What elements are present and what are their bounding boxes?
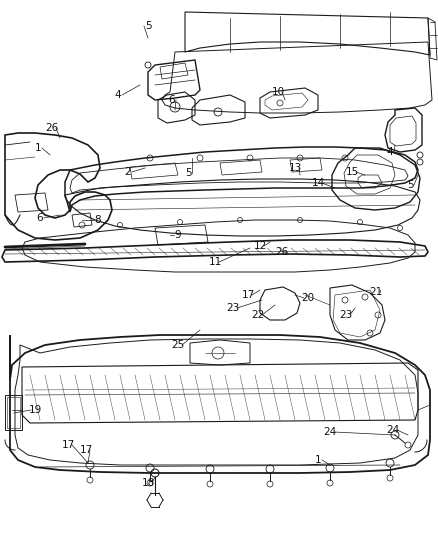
Text: 26: 26: [276, 247, 289, 257]
Text: 24: 24: [323, 427, 337, 437]
Text: 5: 5: [185, 168, 191, 178]
Text: 1: 1: [314, 455, 321, 465]
Text: 17: 17: [79, 445, 92, 455]
Text: 2: 2: [125, 167, 131, 177]
Text: 4: 4: [115, 90, 121, 100]
Text: 9: 9: [175, 230, 181, 240]
Text: 23: 23: [339, 310, 353, 320]
Text: 26: 26: [46, 123, 59, 133]
Text: 17: 17: [241, 290, 254, 300]
Text: 4: 4: [387, 147, 393, 157]
Text: 5: 5: [145, 21, 151, 31]
Text: 8: 8: [95, 215, 101, 225]
Text: 24: 24: [386, 425, 399, 435]
Text: 15: 15: [346, 167, 359, 177]
Text: 13: 13: [288, 163, 302, 173]
Text: 21: 21: [369, 287, 383, 297]
Text: 10: 10: [272, 87, 285, 97]
Text: 6: 6: [37, 213, 43, 223]
Text: 23: 23: [226, 303, 240, 313]
Text: 25: 25: [171, 340, 185, 350]
Text: 11: 11: [208, 257, 222, 267]
Text: 22: 22: [251, 310, 265, 320]
Text: 6: 6: [169, 95, 175, 105]
Text: 5: 5: [407, 180, 413, 190]
Text: 12: 12: [253, 241, 267, 251]
Text: 14: 14: [311, 178, 325, 188]
Text: 20: 20: [301, 293, 314, 303]
Text: 19: 19: [28, 405, 42, 415]
Text: 17: 17: [61, 440, 74, 450]
Text: 18: 18: [141, 478, 155, 488]
Text: 1: 1: [35, 143, 41, 153]
